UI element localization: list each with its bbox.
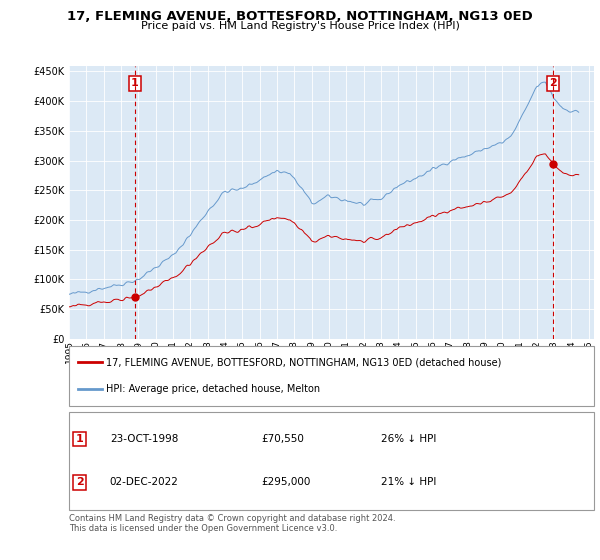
- Text: Contains HM Land Registry data © Crown copyright and database right 2024.
This d: Contains HM Land Registry data © Crown c…: [69, 514, 395, 534]
- Text: 02-DEC-2022: 02-DEC-2022: [110, 477, 179, 487]
- Text: 21% ↓ HPI: 21% ↓ HPI: [381, 477, 436, 487]
- Text: Price paid vs. HM Land Registry's House Price Index (HPI): Price paid vs. HM Land Registry's House …: [140, 21, 460, 31]
- Text: 1: 1: [131, 78, 139, 88]
- Text: 2: 2: [549, 78, 557, 88]
- Text: 26% ↓ HPI: 26% ↓ HPI: [381, 434, 436, 444]
- Text: 23-OCT-1998: 23-OCT-1998: [110, 434, 178, 444]
- Text: 1: 1: [76, 434, 83, 444]
- Text: £70,550: £70,550: [261, 434, 304, 444]
- Text: 17, FLEMING AVENUE, BOTTESFORD, NOTTINGHAM, NG13 0ED: 17, FLEMING AVENUE, BOTTESFORD, NOTTINGH…: [67, 10, 533, 23]
- Text: 2: 2: [76, 477, 83, 487]
- Text: 17, FLEMING AVENUE, BOTTESFORD, NOTTINGHAM, NG13 0ED (detached house): 17, FLEMING AVENUE, BOTTESFORD, NOTTINGH…: [106, 357, 502, 367]
- Text: HPI: Average price, detached house, Melton: HPI: Average price, detached house, Melt…: [106, 384, 320, 394]
- Text: £295,000: £295,000: [261, 477, 310, 487]
